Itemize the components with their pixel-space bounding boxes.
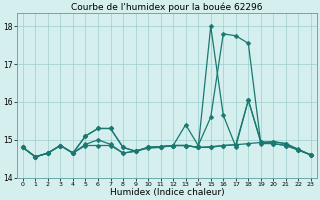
X-axis label: Humidex (Indice chaleur): Humidex (Indice chaleur) xyxy=(109,188,224,197)
Title: Courbe de l'humidex pour la bouée 62296: Courbe de l'humidex pour la bouée 62296 xyxy=(71,3,263,12)
